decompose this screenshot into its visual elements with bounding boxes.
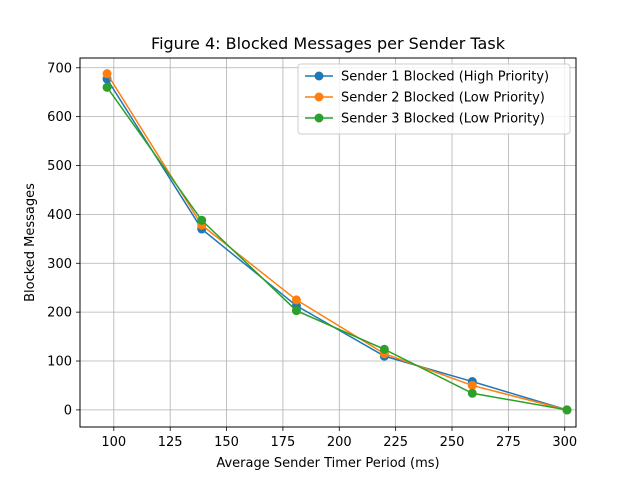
legend-marker bbox=[314, 113, 324, 123]
series-layer bbox=[102, 69, 572, 415]
y-tick-label: 100 bbox=[47, 355, 72, 370]
legend-item: Sender 1 Blocked (High Priority) bbox=[305, 70, 549, 85]
data-point bbox=[562, 405, 572, 415]
legend-marker bbox=[314, 71, 324, 81]
x-tick-label: 150 bbox=[214, 435, 239, 450]
legend-marker bbox=[314, 92, 324, 102]
legend-item: Sender 2 Blocked (Low Priority) bbox=[305, 91, 545, 106]
x-tick-label: 275 bbox=[496, 435, 521, 450]
legend: Sender 1 Blocked (High Priority) Sender 2… bbox=[297, 63, 571, 135]
data-point bbox=[197, 215, 207, 225]
legend-label: Sender 3 Blocked (Low Priority) bbox=[341, 112, 545, 127]
series-line bbox=[106, 73, 568, 411]
x-tick-label: 125 bbox=[158, 435, 183, 450]
x-axis-label: Average Sender Timer Period (ms) bbox=[216, 456, 439, 471]
legend-label: Sender 2 Blocked (Low Priority) bbox=[341, 91, 545, 106]
x-tick-label: 175 bbox=[270, 435, 295, 450]
data-point bbox=[467, 388, 477, 398]
y-tick-label: 200 bbox=[47, 306, 72, 321]
ticks: 100 125 150 175 200 225 250 275 300 0 100 200 300 400… bbox=[47, 61, 577, 450]
chart-title: Figure 4: Blocked Messages per Sender Ta… bbox=[151, 34, 506, 53]
y-tick-label: 600 bbox=[47, 110, 72, 125]
x-tick-label: 200 bbox=[327, 435, 352, 450]
legend-box bbox=[297, 63, 571, 135]
series-line bbox=[106, 78, 568, 411]
series-3 bbox=[102, 82, 572, 415]
series-line bbox=[106, 86, 568, 411]
x-tick-label: 100 bbox=[101, 435, 126, 450]
y-tick-label: 300 bbox=[47, 257, 72, 272]
y-axis-label: Blocked Messages bbox=[23, 183, 38, 302]
data-point bbox=[102, 82, 112, 92]
y-tick-label: 0 bbox=[64, 403, 72, 418]
y-tick-label: 700 bbox=[47, 61, 72, 76]
x-tick-label: 250 bbox=[440, 435, 465, 450]
plot-frame bbox=[79, 57, 577, 428]
y-tick-label: 500 bbox=[47, 159, 72, 174]
data-point bbox=[102, 69, 112, 79]
x-tick-label: 300 bbox=[552, 435, 577, 450]
data-point bbox=[291, 306, 301, 316]
legend-label: Sender 1 Blocked (High Priority) bbox=[341, 70, 549, 85]
data-point bbox=[291, 295, 301, 305]
legend-item: Sender 3 Blocked (Low Priority) bbox=[305, 112, 545, 127]
y-tick-label: 400 bbox=[47, 208, 72, 223]
data-point bbox=[379, 344, 389, 354]
x-tick-label: 225 bbox=[383, 435, 408, 450]
data-point bbox=[467, 380, 477, 390]
